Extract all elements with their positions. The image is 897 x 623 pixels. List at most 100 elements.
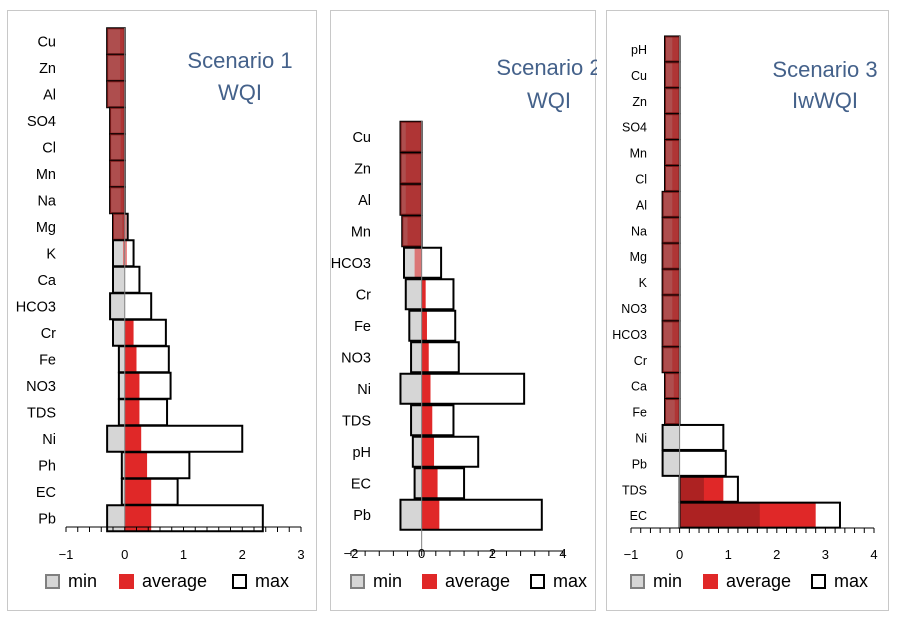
s1-bar-overlay-mg: [113, 214, 125, 240]
s1-bar-average-tds: [125, 399, 140, 425]
s2-x-tick-label-1: 0: [418, 546, 425, 561]
s2-bar-average-no3: [422, 342, 429, 372]
s3-category-label-cl: Cl: [635, 172, 647, 186]
s1-x-tick-label-0: −1: [59, 547, 74, 562]
s3-bar-overlay-cl: [665, 166, 680, 191]
s3-x-tick-label-1: 0: [676, 547, 683, 562]
s1-legend-swatch-average: [120, 575, 133, 588]
s1-bar-overlay-mn: [110, 161, 125, 187]
s3-category-label-ni: Ni: [635, 431, 647, 445]
s1-category-label-ca: Ca: [37, 273, 56, 289]
s2-x-tick-label-3: 4: [559, 546, 566, 561]
s2-bar-overlay-al: [400, 185, 421, 215]
s3-bar-overlay-mn: [665, 140, 680, 165]
s2-legend-swatch-max: [531, 575, 544, 588]
s1-bar-average-no3: [125, 373, 140, 399]
s3-bar-overlay-zn: [665, 88, 680, 113]
s1-category-label-no3: NO3: [26, 379, 56, 395]
s1-bar-min-hco3: [110, 293, 125, 319]
s3-legend-label-min: min: [653, 571, 682, 591]
s3-bar-overlay-mg: [663, 244, 680, 269]
s2-bar-average-ni: [422, 374, 431, 404]
s3-bar-overlay-al: [663, 192, 680, 217]
s3-chart-title-line-1: Scenario 3: [772, 57, 877, 82]
s3-category-label-cr: Cr: [634, 354, 647, 368]
s2-legend-label-min: min: [373, 571, 402, 591]
s2-category-label-tds: TDS: [342, 413, 371, 429]
s1-bar-overlay-al: [107, 81, 125, 107]
s3-category-label-cu: Cu: [631, 69, 647, 83]
s1-x-tick-label-3: 2: [239, 547, 246, 562]
s1-category-label-cl: Cl: [42, 140, 56, 156]
s3-category-label-al: Al: [636, 198, 647, 212]
s2-bar-min-ni: [400, 374, 421, 404]
s3-x-tick-label-4: 3: [822, 547, 829, 562]
s3-chart-title-line-2: IwWQI: [792, 88, 858, 113]
s3-bar-overlay-tds: [680, 477, 704, 502]
s3-x-tick-label-2: 1: [725, 547, 732, 562]
s2-chart-title-line-2: WQI: [527, 88, 571, 113]
chart-panel-scenario-2: Scenario 2 WQI Cu Zn Al Mn HCO3 Cr Fe NO3 Ni TDS pH E…: [330, 10, 596, 611]
s1-category-label-mn: Mn: [36, 167, 56, 183]
s1-category-label-cr: Cr: [41, 326, 56, 342]
scenario-1-chart: Scenario 1 WQI Cu Zn Al SO4 Cl Mn Na Mg K Ca HCO3 Cr F…: [8, 11, 318, 612]
s3-bar-overlay-na: [663, 218, 680, 243]
s2-bar-average-hco3: [415, 248, 422, 278]
chart-panel-scenario-3: Scenario 3 IwWQI pH Cu Zn SO4 Mn Cl Al Na Mg K NO3 HC…: [606, 10, 889, 611]
s2-legend-label-average: average: [445, 571, 510, 591]
s3-x-tick-label-0: −1: [624, 547, 639, 562]
s1-category-label-tds: TDS: [27, 405, 56, 421]
s3-category-label-na: Na: [631, 224, 647, 238]
s2-bar-average-cr: [422, 279, 426, 309]
s2-category-label-al: Al: [358, 193, 371, 209]
s1-bar-min-ca: [113, 267, 125, 293]
s3-category-label-fe: Fe: [632, 406, 647, 420]
s3-legend-swatch-average: [704, 575, 717, 588]
s2-bar-average-pb: [422, 500, 440, 530]
s1-category-label-pb: Pb: [38, 511, 56, 527]
s2-x-tick-label-2: 2: [489, 546, 496, 561]
s3-bar-overlay-ec: [680, 503, 760, 528]
s1-legend-swatch-min: [46, 575, 59, 588]
s3-bar-min-pb: [663, 451, 680, 476]
s1-bar-min-ni: [107, 426, 125, 452]
s2-bar-min-ph: [413, 437, 422, 467]
s2-bar-min-fe: [409, 311, 421, 341]
s2-category-label-cu: Cu: [352, 130, 371, 146]
s2-category-label-ph: pH: [352, 445, 371, 461]
s2-bar-min-ec: [415, 468, 422, 498]
s3-category-label-hco3: HCO3: [612, 328, 647, 342]
s3-legend-label-average: average: [726, 571, 791, 591]
s2-category-label-hco3: HCO3: [331, 256, 371, 272]
s3-category-label-ec: EC: [630, 509, 647, 523]
s1-legend-label-min: min: [68, 571, 97, 591]
s1-category-label-ph: Ph: [38, 458, 56, 474]
s3-category-label-zn: Zn: [632, 95, 647, 109]
s3-x-tick-label-5: 4: [870, 547, 877, 562]
s3-bar-overlay-ph: [665, 36, 680, 61]
s1-bar-overlay-so4: [110, 108, 125, 134]
s1-category-label-k: K: [46, 246, 56, 262]
s2-bar-min-pb: [400, 500, 421, 530]
s1-category-label-hco3: HCO3: [16, 299, 56, 315]
s2-bar-min-no3: [411, 342, 422, 372]
s1-x-tick-label-4: 3: [297, 547, 304, 562]
s2-x-tick-label-0: −2: [344, 546, 359, 561]
s2-category-label-ec: EC: [351, 476, 371, 492]
s1-category-label-so4: SO4: [27, 114, 56, 130]
s1-category-label-ni: Ni: [42, 432, 56, 448]
s3-category-label-so4: SO4: [622, 121, 647, 135]
s3-legend-swatch-max: [812, 575, 825, 588]
s3-bar-min-ni: [663, 425, 680, 450]
s3-category-label-ca: Ca: [631, 380, 647, 394]
s2-category-label-fe: Fe: [354, 319, 371, 335]
s2-category-label-zn: Zn: [354, 161, 371, 177]
s1-legend-label-average: average: [142, 571, 207, 591]
s1-bar-overlay-na: [110, 187, 125, 213]
s1-legend-label-max: max: [255, 571, 289, 591]
s3-legend-label-max: max: [834, 571, 868, 591]
s1-category-label-al: Al: [43, 87, 56, 103]
s2-category-label-ni: Ni: [357, 382, 371, 398]
s2-legend-swatch-average: [423, 575, 436, 588]
s1-bar-average-fe: [125, 346, 137, 372]
